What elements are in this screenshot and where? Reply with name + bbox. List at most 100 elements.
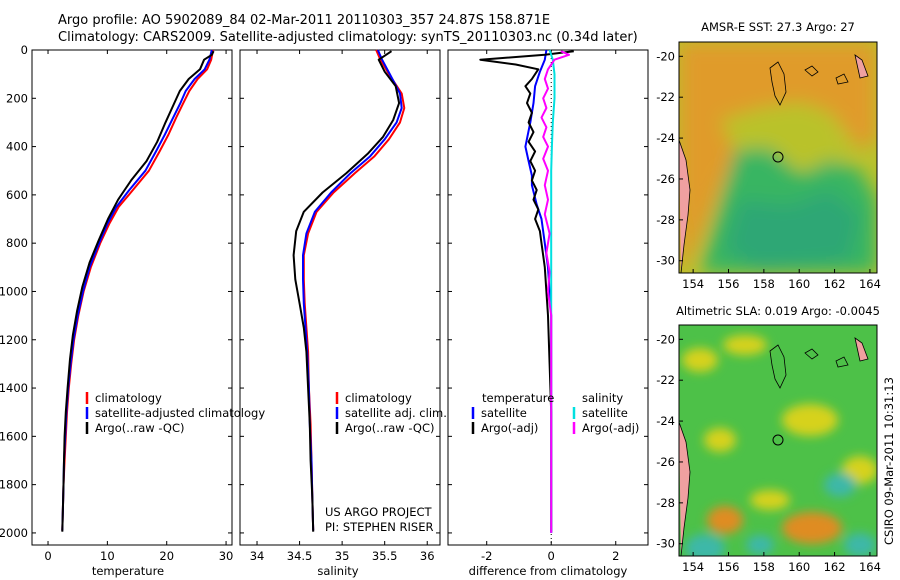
map-y-tick-label: -22 bbox=[656, 90, 675, 104]
series-line-black bbox=[479, 50, 574, 532]
sla-low-patch bbox=[844, 533, 876, 556]
y-tick-label: 1600 bbox=[0, 429, 28, 443]
map-y-tick-label: -20 bbox=[656, 332, 675, 346]
coastline bbox=[679, 139, 691, 273]
y-tick-label: 1000 bbox=[0, 284, 28, 298]
map-x-tick-label: 160 bbox=[788, 277, 810, 291]
y-tick-label: 600 bbox=[6, 188, 28, 202]
y-tick-label: 0 bbox=[21, 43, 28, 57]
y-tick-label: 800 bbox=[6, 236, 28, 250]
map-x-tick-label: 162 bbox=[824, 277, 846, 291]
island-contour bbox=[804, 348, 849, 368]
difference-xlabel: difference from climatology bbox=[469, 564, 628, 578]
y-tick-label: 400 bbox=[6, 140, 28, 154]
credit-project: US ARGO PROJECT bbox=[325, 505, 433, 519]
map-y-tick-label: -30 bbox=[656, 254, 675, 268]
map-x-tick-label: 156 bbox=[718, 277, 740, 291]
salinity-plot: 34 34.5 35 35.5 36 bbox=[240, 49, 440, 563]
legend-climatology: climatology bbox=[95, 391, 162, 405]
y-tick-label: 1400 bbox=[0, 381, 28, 395]
map-x-tick-label: 154 bbox=[682, 277, 704, 291]
series-line-black bbox=[61, 50, 215, 532]
island-contour bbox=[854, 54, 869, 79]
map-y-tick-label: -24 bbox=[656, 131, 675, 145]
argo-location-marker bbox=[772, 434, 784, 446]
map-y-tick-label: -30 bbox=[656, 537, 675, 551]
legend-satellite-adj: satellite adj. clim. bbox=[345, 406, 447, 420]
sst-cold-region bbox=[725, 190, 860, 270]
series-line-black bbox=[292, 50, 401, 532]
series-line-red bbox=[302, 49, 406, 531]
coastline bbox=[679, 421, 691, 556]
sla-peak-patch bbox=[782, 512, 842, 544]
x-tick-label: 10 bbox=[100, 549, 115, 563]
sla-high-patch bbox=[723, 335, 767, 355]
temperature-xlabel: temperature bbox=[92, 564, 164, 578]
argo-location-marker bbox=[772, 151, 784, 163]
sla-high-patch bbox=[782, 404, 838, 436]
map-x-tick-label: 154 bbox=[682, 560, 704, 574]
difference-legend: temperature salinity satellite Argo(-adj… bbox=[471, 391, 639, 435]
timestamp-stamp: CSIRO 09-Mar-2011 10:31:13 bbox=[882, 377, 896, 545]
map-x-tick-label: 156 bbox=[718, 560, 740, 574]
series-line-blue bbox=[302, 49, 403, 531]
title-line-2: Climatology: CARS2009. Satellite-adjuste… bbox=[58, 30, 638, 45]
salinity-xlabel: salinity bbox=[317, 564, 358, 578]
x-tick-label: 34 bbox=[250, 549, 265, 563]
x-tick-label: 35.5 bbox=[372, 549, 398, 563]
x-tick-label: 2 bbox=[612, 549, 619, 563]
sla-low-patch bbox=[685, 534, 725, 556]
legend-salinity-heading: salinity bbox=[582, 391, 623, 405]
map-y-tick-label: -28 bbox=[656, 213, 675, 227]
map-y-tick-label: -20 bbox=[656, 49, 675, 63]
map-y-tick-label: -26 bbox=[656, 455, 675, 469]
y-tick-label: 200 bbox=[6, 91, 28, 105]
sla-map-frame bbox=[678, 324, 878, 557]
island-contour bbox=[769, 61, 787, 106]
map-y-tick-label: -28 bbox=[656, 496, 675, 510]
sla-field bbox=[682, 335, 877, 556]
map-x-tick-label: 164 bbox=[859, 560, 881, 574]
x-tick-label: 30 bbox=[219, 549, 234, 563]
legend-temp-satellite: satellite bbox=[481, 406, 527, 420]
sla-low-patch bbox=[824, 473, 856, 497]
map-y-tick-label: -24 bbox=[656, 414, 675, 428]
sla-map bbox=[679, 325, 877, 556]
x-tick-label: 0 bbox=[44, 549, 51, 563]
sla-high-patch bbox=[750, 490, 790, 510]
difference-plot: -2 0 2 bbox=[448, 49, 648, 563]
sst-map bbox=[679, 42, 877, 273]
y-tick-label: 1200 bbox=[0, 333, 28, 347]
map-x-tick-label: 158 bbox=[753, 277, 775, 291]
series-line-magenta bbox=[540, 50, 570, 533]
legend-climatology: climatology bbox=[345, 391, 412, 405]
sla-high-patch bbox=[704, 428, 736, 452]
sst-map-frame bbox=[678, 41, 878, 274]
y-tick-label: 1800 bbox=[0, 478, 28, 492]
map-y-tick-label: -22 bbox=[656, 373, 675, 387]
temperature-axes bbox=[31, 49, 233, 546]
map-x-tick-label: 162 bbox=[824, 560, 846, 574]
difference-axes bbox=[447, 49, 649, 546]
legend-argo: Argo(..raw -QC) bbox=[95, 421, 185, 435]
x-tick-label: 35 bbox=[335, 549, 350, 563]
x-tick-label: 36 bbox=[420, 549, 435, 563]
salinity-axes bbox=[239, 49, 441, 546]
credit-pi: PI: STEPHEN RISER bbox=[325, 520, 434, 534]
sla-peak-patch bbox=[707, 506, 743, 534]
sst-map-title: AMSR-E SST: 27.3 Argo: 27 bbox=[701, 20, 855, 34]
island-contour bbox=[804, 65, 849, 85]
temperature-plot: 0 10 20 30 0 200 400 600 800 1000 1200 1400 1600 1800… bbox=[0, 43, 233, 563]
sla-low-patch bbox=[746, 535, 774, 555]
sst-axes: 154 156 158 160 162 164 -20 -22 -24 -26 -28 -30 bbox=[656, 49, 881, 291]
legend-sal-satellite: satellite bbox=[582, 406, 628, 420]
legend-temp-argo: Argo(-adj) bbox=[481, 421, 538, 435]
legend-temperature-heading: temperature bbox=[482, 391, 554, 405]
sla-axes: 154 156 158 160 162 164 -20 -22 -24 -26 -28 -30 bbox=[656, 332, 881, 574]
x-tick-label: 20 bbox=[159, 549, 174, 563]
map-x-tick-label: 160 bbox=[788, 560, 810, 574]
temperature-legend: climatology satellite-adjusted climatolo… bbox=[85, 391, 265, 435]
legend-satellite-adjusted: satellite-adjusted climatology bbox=[95, 406, 265, 420]
map-x-tick-label: 164 bbox=[859, 277, 881, 291]
